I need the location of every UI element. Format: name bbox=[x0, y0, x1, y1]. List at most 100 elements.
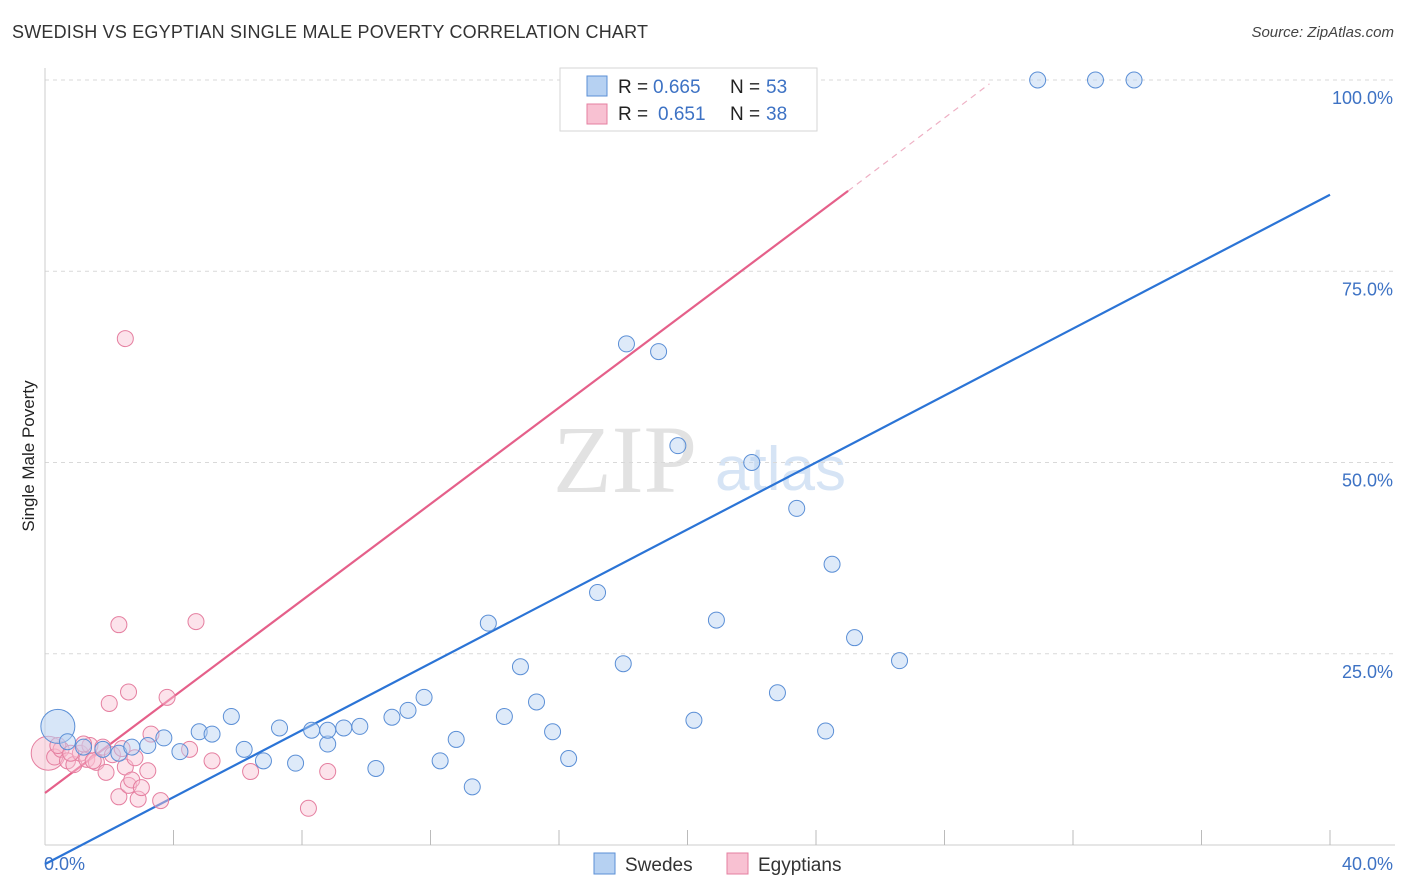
point-swedes bbox=[171, 743, 189, 761]
point-swedes bbox=[447, 730, 465, 748]
point-egyptians bbox=[84, 752, 102, 770]
point-swedes bbox=[768, 684, 786, 702]
point-swedes bbox=[685, 711, 703, 729]
point-egyptians bbox=[132, 779, 150, 797]
point-swedes bbox=[891, 652, 909, 670]
x-tick-label: 0.0% bbox=[44, 854, 85, 874]
point-swedes bbox=[617, 335, 635, 353]
watermark: ZIP atlas bbox=[553, 406, 846, 513]
point-swedes bbox=[319, 721, 337, 739]
point-swedes bbox=[560, 750, 578, 768]
point-swedes bbox=[495, 707, 513, 725]
point-egyptians bbox=[152, 792, 170, 810]
point-swedes bbox=[123, 738, 141, 756]
legend-r-value-swedes: 0.665 bbox=[653, 77, 701, 98]
point-egyptians bbox=[126, 749, 144, 767]
point-swedes bbox=[399, 701, 417, 719]
point-swedes bbox=[743, 454, 761, 471]
point-swedes bbox=[287, 754, 305, 772]
legend: R = 0.665 N = 53 R = 0.651 N = 38 bbox=[559, 67, 818, 132]
point-egyptians bbox=[103, 746, 121, 764]
point-swedes bbox=[669, 437, 687, 455]
point-swedes bbox=[222, 707, 240, 725]
legend-r-value-egyptians: 0.651 bbox=[658, 104, 706, 125]
point-egyptians bbox=[299, 799, 317, 817]
point-swedes bbox=[335, 719, 353, 737]
point-swedes bbox=[589, 584, 607, 602]
watermark-zip: ZIP bbox=[553, 406, 697, 513]
source-label: Source: ZipAtlas.com bbox=[1251, 24, 1394, 41]
point-swedes bbox=[650, 343, 668, 361]
point-swedes bbox=[415, 688, 433, 706]
chart-title: SWEDISH VS EGYPTIAN SINGLE MALE POVERTY … bbox=[12, 22, 649, 42]
point-swedes bbox=[303, 721, 321, 739]
point-swedes bbox=[319, 735, 337, 753]
point-swedes bbox=[254, 752, 272, 770]
bottom-legend: Swedes Egyptians bbox=[593, 852, 841, 876]
point-swedes bbox=[94, 740, 112, 758]
point-swedes bbox=[544, 723, 562, 741]
point-swedes bbox=[58, 733, 76, 751]
bottom-legend-label-egyptians: Egyptians bbox=[758, 855, 841, 876]
point-swedes bbox=[1086, 71, 1104, 89]
legend-r-label-swedes: R = bbox=[618, 77, 648, 98]
point-swedes bbox=[155, 729, 173, 747]
trend-lines bbox=[44, 83, 1331, 866]
point-swedes bbox=[511, 658, 529, 676]
point-swedes bbox=[788, 499, 806, 517]
y-tick-label: 100.0% bbox=[1332, 88, 1393, 108]
point-swedes bbox=[817, 722, 835, 740]
legend-n-label-egyptians: N = bbox=[730, 104, 760, 125]
point-swedes bbox=[351, 717, 369, 735]
legend-n-value-egyptians: 38 bbox=[766, 104, 787, 125]
point-swedes bbox=[463, 778, 481, 796]
point-swedes bbox=[40, 708, 76, 744]
watermark-atlas: atlas bbox=[715, 435, 846, 504]
point-swedes bbox=[431, 752, 449, 770]
point-swedes bbox=[235, 740, 253, 758]
legend-n-value-swedes: 53 bbox=[766, 77, 787, 98]
legend-r-label-egyptians: R = bbox=[618, 104, 648, 125]
point-swedes bbox=[190, 723, 208, 741]
point-swedes bbox=[139, 737, 157, 755]
point-swedes bbox=[1125, 71, 1143, 89]
bottom-legend-swatch-egyptians bbox=[726, 852, 749, 875]
point-egyptians bbox=[116, 330, 134, 348]
point-egyptians bbox=[187, 613, 205, 631]
point-swedes bbox=[367, 760, 385, 777]
point-egyptians bbox=[203, 752, 221, 770]
point-swedes bbox=[614, 655, 632, 673]
point-swedes bbox=[846, 629, 864, 647]
point-egyptians bbox=[97, 763, 115, 781]
point-egyptians bbox=[100, 694, 118, 712]
point-swedes bbox=[479, 614, 497, 632]
x-tick-label: 40.0% bbox=[1342, 854, 1393, 874]
point-egyptians bbox=[139, 762, 157, 780]
point-swedes bbox=[823, 555, 841, 573]
point-swedes bbox=[707, 611, 725, 629]
trend-line-egyptians bbox=[44, 190, 849, 794]
data-points bbox=[30, 71, 1143, 817]
grid bbox=[45, 79, 1395, 655]
point-egyptians bbox=[110, 788, 128, 806]
point-swedes bbox=[75, 738, 93, 756]
y-tick-label: 25.0% bbox=[1342, 662, 1393, 682]
legend-n-label-swedes: N = bbox=[730, 77, 760, 98]
point-egyptians bbox=[110, 616, 128, 634]
point-swedes bbox=[1029, 71, 1047, 89]
bottom-legend-label-swedes: Swedes bbox=[625, 855, 693, 876]
point-egyptians bbox=[120, 776, 138, 794]
trend-line-swedes bbox=[44, 193, 1331, 866]
point-egyptians bbox=[242, 763, 260, 781]
point-swedes bbox=[528, 693, 546, 711]
y-tick-label: 75.0% bbox=[1342, 279, 1393, 299]
trend-line-egyptians-extension bbox=[847, 83, 990, 192]
axes: 100.0% 75.0% 50.0% 25.0% 0.0% 40.0% bbox=[44, 68, 1395, 874]
point-egyptians bbox=[120, 683, 138, 701]
point-swedes bbox=[271, 719, 289, 737]
point-egyptians bbox=[319, 763, 337, 781]
legend-swatch-egyptians bbox=[586, 103, 608, 125]
y-tick-label: 50.0% bbox=[1342, 471, 1393, 491]
point-egyptians bbox=[158, 688, 176, 706]
